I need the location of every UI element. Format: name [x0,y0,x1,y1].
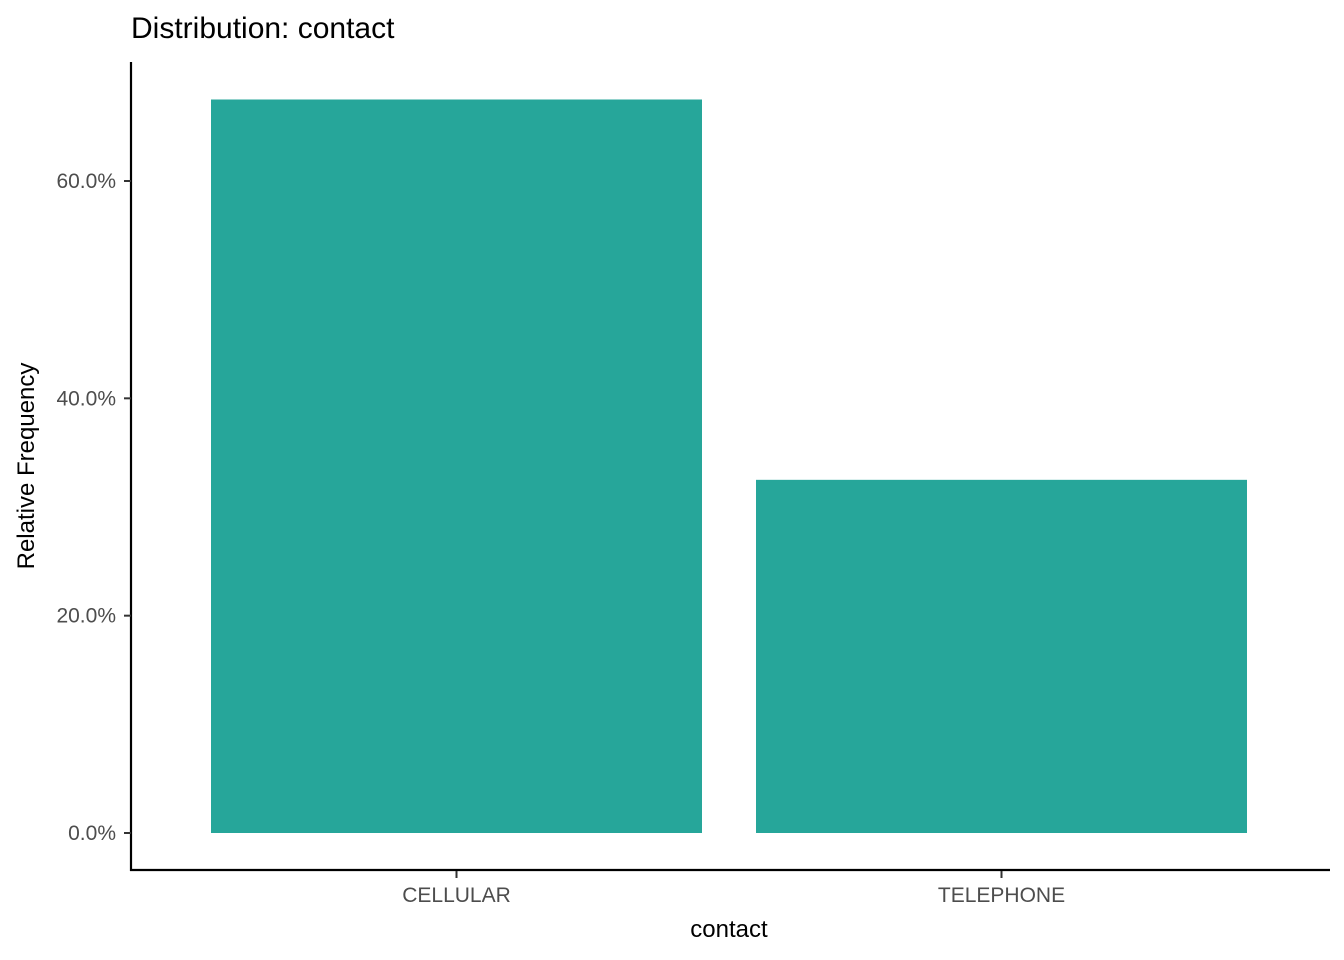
y-axis-ticks: 0.0% 20.0% 40.0% 60.0% [56,170,131,845]
bars [211,99,1247,833]
y-tick-label-1: 20.0% [56,605,116,628]
chart-title: Distribution: contact [131,12,395,45]
x-tick-label-cellular: CELLULAR [402,884,511,907]
bar-telephone [756,479,1247,833]
x-axis-ticks: CELLULAR TELEPHONE [402,871,1065,907]
y-axis-title: Relative Frequency [13,363,40,570]
y-tick-label-2: 40.0% [56,387,116,410]
x-tick-label-telephone: TELEPHONE [938,884,1065,907]
y-tick-label-3: 60.0% [56,170,116,193]
y-tick-label-0: 0.0% [68,822,116,845]
bar-cellular [211,99,702,833]
x-axis-title: contact [690,916,768,943]
